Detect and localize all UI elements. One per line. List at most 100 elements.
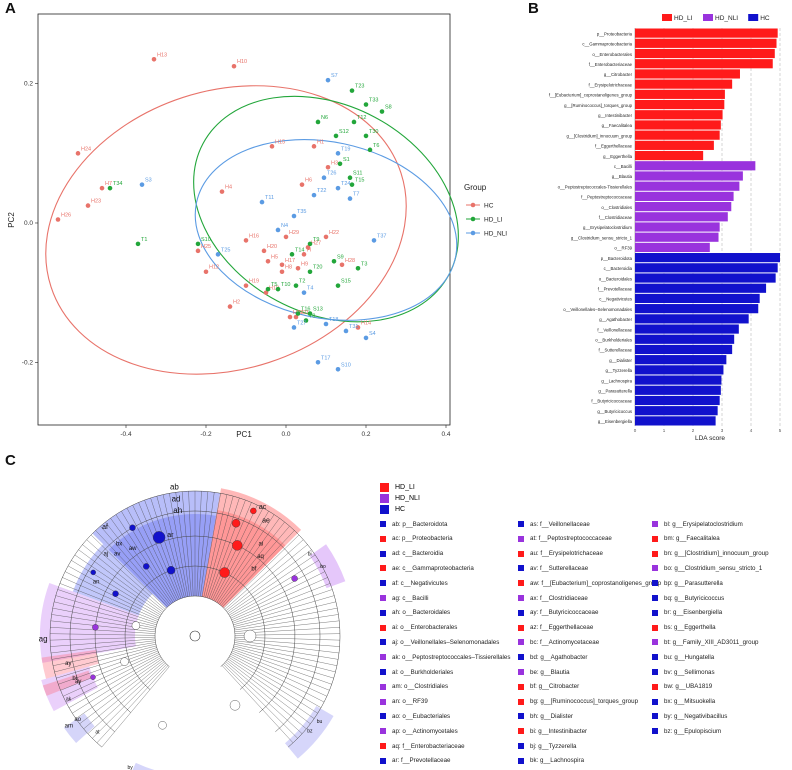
lda-bar [635,283,767,293]
lda-bar-label: p__Bacteroidota [601,256,633,261]
cladogram-legend-item: bu: g__Hungatella [652,653,714,661]
pca-plot-border [37,13,451,426]
lda-bar [635,355,727,365]
clade-branch [234,640,340,654]
lda-bar-label: g__Agathobacter [599,317,632,322]
pca-point-label: S1 [343,157,350,163]
legend-swatch [518,624,524,631]
legend-swatch [518,580,524,587]
clade-branch [210,502,252,600]
clade-branch [205,496,234,598]
pca-point [243,283,249,288]
clade-ring [69,510,321,732]
pca-point-label: H12 [209,265,219,271]
clade-branch [50,620,156,632]
clade-branch [144,500,182,599]
lda-bar [635,253,780,263]
pca-point [307,241,313,247]
lda-bar [635,201,732,212]
clade-branch [229,565,323,617]
pca-legend: Group HC HD_LI HD_NLI [464,183,507,238]
legend-taxon-label: bm: g__Faecalitalea [664,535,720,543]
lda-bar [635,48,775,59]
pca-scatter-plot: -0.4 -0.2 0.0 0.2 0.4 -0.2 0.0 0.2 H13 H10 H24 H7 H… [7,13,507,439]
legend-label: HD_NLI [395,495,420,502]
pca-point [287,314,293,320]
lda-bar-label: f__Clostridiaceae [599,215,633,220]
lda-bar [635,38,777,48]
clade-node [152,531,166,544]
pca-xtick-label: -0.4 [120,431,132,438]
lda-bar-label: g__Intestinibacter [598,113,632,118]
pca-point-label: H21 [299,310,309,316]
clade-root [189,630,201,642]
pca-point [291,325,297,330]
lda-bar [635,304,759,314]
legend-taxon-label: by: g__Negativibacillus [664,712,728,720]
pca-point [195,248,201,254]
clade-ring-label: bi [308,552,312,558]
clade-branch [224,539,304,610]
legend-taxon-label: aq: f__Enterobacteriaceae [392,742,465,750]
legend-swatch [518,757,524,764]
pca-point-label: T23 [355,84,364,90]
cladogram-legend-item: al: o__Burkholderiales [380,668,453,676]
clade-ring-label: am [65,724,73,730]
legend-swatch [518,669,524,675]
clade-branch [231,652,327,697]
pca-point [231,63,237,69]
pca-point-label: T18 [329,317,338,323]
clade-branch [71,560,161,616]
lda-bar [635,150,704,161]
clade-branch [110,518,172,604]
lda-bar [635,99,725,110]
clade-ring-label: aq [257,554,264,560]
legend-taxon-label: bp: g__Parasutterella [664,579,723,587]
clade-branch [115,514,174,603]
pca-ytick-label: 0.0 [24,220,33,227]
pca-legend-label: HD_NLI [484,231,507,238]
pca-point [293,283,299,288]
lda-legend-label: HD_NLI [715,15,738,22]
pca-xtick-label: 0.4 [441,431,450,438]
legend-taxon-label: au: f__Erysipelotrichaceae [530,550,603,558]
lda-bar [635,334,735,344]
pca-point-label: T3 [361,261,367,267]
pca-point [371,238,377,243]
clade-node [90,569,96,576]
pca-point [335,151,341,156]
pca-point-label: H9 [301,261,308,267]
clade-branch [227,549,312,613]
pca-point-label: S11 [353,171,362,177]
lda-bar [635,222,720,232]
clade-branch [207,497,240,598]
lda-bar [635,171,743,181]
clade-branch [54,601,157,627]
lda-bar-label: g__Blautia [612,174,633,179]
legend-swatch [652,669,658,675]
legend-swatch [652,550,658,557]
pca-point [289,252,295,257]
legend-swatch [652,683,658,690]
legend-taxon-label: bu: g__Hungatella [664,653,715,661]
clade-branch [232,649,332,685]
pca-point [325,164,331,170]
clade-branch [200,492,215,597]
clade-sector-hc-bottom2 [132,762,155,770]
pca-legend-title: Group [464,183,487,192]
cladogram-legend-item: am: o__Clostridiales [380,683,448,691]
clade-sector-hc-negativicutes [72,544,153,616]
pca-point-label: T26 [327,171,336,177]
lda-xlabel: LDA score [695,435,725,442]
lda-bar-chart: HD_LI HD_NLI HC 0 1 2 3 4 5 p__Proteobacteria c_… [549,14,782,442]
legend-taxon-label: as: f__Veillonellaceae [530,520,590,528]
clade-branch [220,526,290,606]
lda-bar [635,181,740,191]
legend-swatch [380,609,386,616]
clade-branch [100,526,170,606]
legend-label: HC [395,506,406,513]
pca-point-label: T10 [281,282,290,288]
legend-taxon-label: bx: g__Mitsuokella [664,698,716,706]
clade-branch [126,507,177,601]
pca-point [269,144,275,149]
